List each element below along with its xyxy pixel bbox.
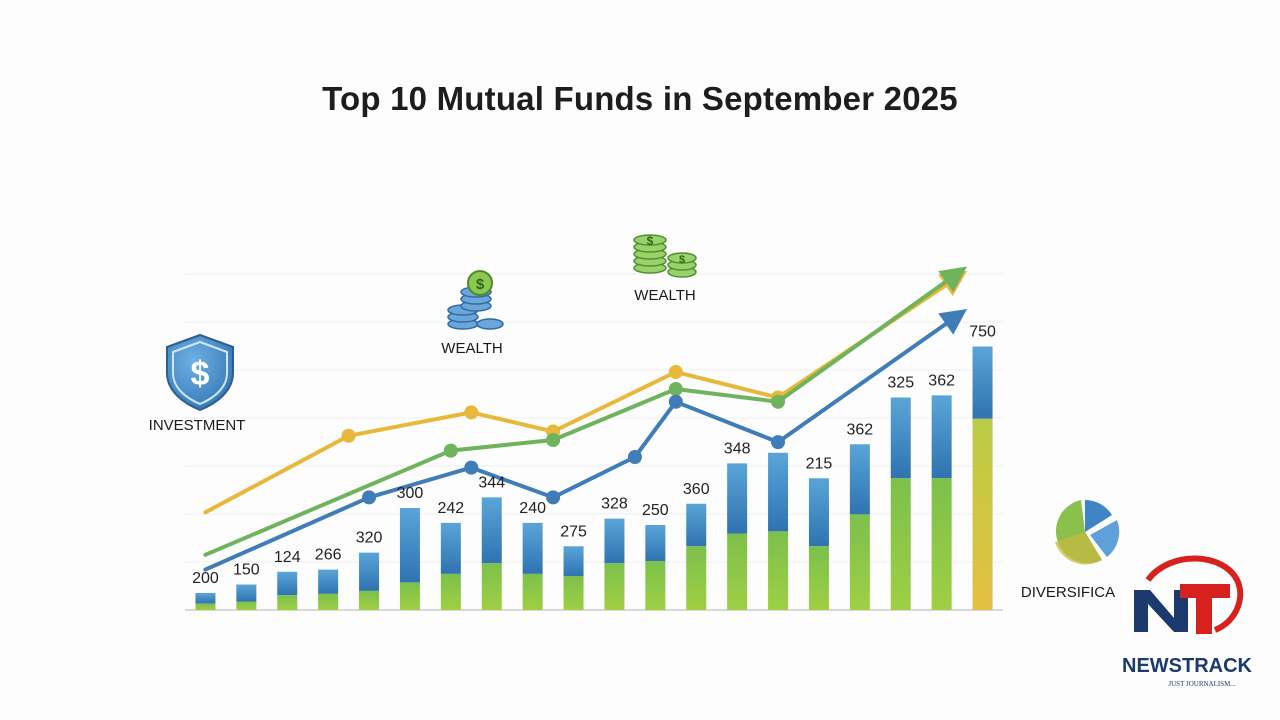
- bar-green-segment: [522, 573, 543, 610]
- bar-data-label: 124: [274, 549, 301, 566]
- trend-point-yellow: [341, 428, 356, 443]
- bar-green-segment: [686, 546, 707, 610]
- trend-point-green: [668, 382, 683, 396]
- trend-point-blue: [668, 394, 683, 409]
- trend-lines: [203, 266, 968, 572]
- bar-data-label: 344: [478, 474, 505, 491]
- bar-green-segment: [277, 595, 298, 610]
- investment-label: INVESTMENT: [149, 417, 246, 434]
- trend-point-blue: [771, 435, 786, 450]
- wealth-label-2: WEALTH: [634, 287, 695, 304]
- bar-data-label: 266: [315, 547, 342, 564]
- bar-data-label: 320: [356, 530, 383, 547]
- bar-blue-segment: [645, 525, 666, 562]
- bar-data-label: 360: [683, 481, 710, 498]
- bar-green-segment: [440, 573, 461, 610]
- bar-blue-segment: [972, 346, 993, 419]
- trend-point-blue: [362, 490, 377, 505]
- bar-series: [195, 346, 993, 610]
- bar-blue-segment: [481, 497, 502, 564]
- bar-blue-segment: [318, 569, 339, 594]
- trend-point-yellow: [668, 365, 683, 379]
- bar-data-label: 240: [519, 500, 546, 517]
- wealth-label-1: WEALTH: [441, 340, 502, 357]
- bar-data-label: 362: [846, 421, 873, 438]
- bar-green-segment: [481, 563, 502, 610]
- trend-point-green: [771, 394, 786, 409]
- trend-line-green: [203, 268, 965, 557]
- trend-point-yellow: [464, 405, 479, 420]
- bar-green-segment: [604, 563, 625, 610]
- bar-blue-segment: [604, 518, 625, 564]
- coin-stack-icon: $: [447, 270, 504, 330]
- bar-green-segment: [972, 418, 993, 610]
- logo-tagline: JUST JOURNALISM...: [1168, 680, 1235, 688]
- bar-blue-segment: [849, 444, 870, 515]
- bar-data-label: 242: [437, 500, 464, 517]
- bar-blue-segment: [522, 522, 543, 574]
- bar-blue-segment: [768, 452, 789, 532]
- svg-text:$: $: [476, 276, 485, 293]
- bar-blue-segment: [686, 503, 707, 547]
- bar-green-segment: [890, 478, 911, 610]
- grid-lines: [185, 273, 1003, 611]
- bar-data-label: 150: [233, 562, 260, 579]
- bar-green-segment: [849, 514, 870, 610]
- bar-green-segment: [195, 603, 216, 610]
- data-labels: 200 150 124 266 320 300 242 344 240 275 328 250 360 3…: [192, 324, 996, 588]
- chart-title: Top 10 Mutual Funds in September 2025: [322, 80, 958, 117]
- bar-green-segment: [931, 478, 952, 610]
- trend-point-green: [443, 443, 458, 458]
- bar-blue-segment: [236, 584, 257, 602]
- pie-chart-icon: [1055, 500, 1120, 565]
- bar-data-label: 362: [928, 372, 955, 389]
- bar-green-segment: [727, 533, 748, 610]
- bar-green-segment: [645, 561, 666, 610]
- svg-text:$: $: [647, 234, 654, 248]
- bar-blue-segment: [563, 546, 584, 576]
- bar-blue-segment: [808, 478, 829, 547]
- shield-dollar-icon: $: [166, 333, 234, 412]
- bar-blue-segment: [727, 463, 748, 534]
- bar-blue-segment: [399, 508, 420, 583]
- bar-blue-segment: [195, 593, 216, 604]
- diversification-label: DIVERSIFICA: [1021, 584, 1115, 601]
- bar-data-label: 325: [887, 375, 914, 392]
- bar-data-label: 300: [397, 485, 424, 502]
- bar-green-segment: [399, 582, 420, 610]
- bar-green-segment: [563, 576, 584, 610]
- trend-point-blue: [627, 450, 642, 464]
- svg-text:$: $: [191, 355, 210, 393]
- logo-text: NEWSTRACK: [1122, 655, 1253, 677]
- bar-data-label: 750: [969, 324, 996, 341]
- bar-green-segment: [768, 531, 789, 610]
- bar-data-label: 275: [560, 523, 587, 540]
- bar-green-segment: [236, 601, 257, 610]
- trend-arrow-green: [938, 266, 967, 293]
- coin-stack-icon: $ $: [633, 234, 697, 278]
- bar-blue-segment: [359, 552, 380, 591]
- bar-green-segment: [359, 590, 380, 610]
- trend-point-blue: [546, 490, 561, 505]
- trend-line-blue: [203, 310, 965, 572]
- bar-blue-segment: [277, 571, 298, 596]
- bar-data-label: 250: [642, 502, 669, 519]
- bar-blue-segment: [890, 397, 911, 479]
- bar-green-segment: [808, 546, 829, 610]
- trend-arrow-blue: [938, 309, 968, 335]
- newstrack-logo: NEWSTRACK JUST JOURNALISM...: [1122, 555, 1253, 688]
- trend-point-green: [546, 433, 561, 447]
- bar-data-label: 328: [601, 496, 628, 513]
- svg-text:$: $: [679, 254, 685, 266]
- bar-blue-segment: [440, 522, 461, 574]
- trend-point-blue: [464, 460, 479, 475]
- bar-data-label: 215: [806, 455, 833, 472]
- bar-data-label: 200: [192, 570, 219, 587]
- bar-green-segment: [318, 593, 339, 610]
- bar-blue-segment: [931, 395, 952, 479]
- bar-data-label: 348: [724, 440, 751, 457]
